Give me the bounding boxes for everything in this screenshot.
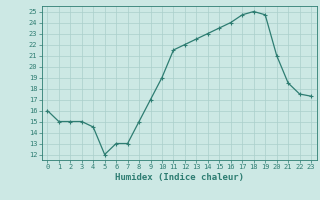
X-axis label: Humidex (Indice chaleur): Humidex (Indice chaleur)	[115, 173, 244, 182]
